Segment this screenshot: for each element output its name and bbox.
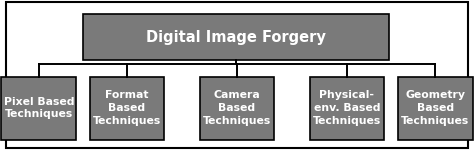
FancyBboxPatch shape bbox=[1, 76, 76, 140]
Text: Physical-
env. Based
Techniques: Physical- env. Based Techniques bbox=[313, 90, 381, 126]
FancyBboxPatch shape bbox=[200, 76, 274, 140]
Text: Pixel Based
Techniques: Pixel Based Techniques bbox=[4, 97, 74, 119]
FancyBboxPatch shape bbox=[398, 76, 473, 140]
FancyBboxPatch shape bbox=[6, 2, 468, 148]
Text: Digital Image Forgery: Digital Image Forgery bbox=[146, 30, 326, 45]
FancyBboxPatch shape bbox=[90, 76, 164, 140]
Text: Camera
Based
Techniques: Camera Based Techniques bbox=[203, 90, 271, 126]
FancyBboxPatch shape bbox=[310, 76, 384, 140]
FancyBboxPatch shape bbox=[83, 14, 389, 60]
Text: Format
Based
Techniques: Format Based Techniques bbox=[93, 90, 161, 126]
Text: Geometry
Based
Techniques: Geometry Based Techniques bbox=[401, 90, 469, 126]
